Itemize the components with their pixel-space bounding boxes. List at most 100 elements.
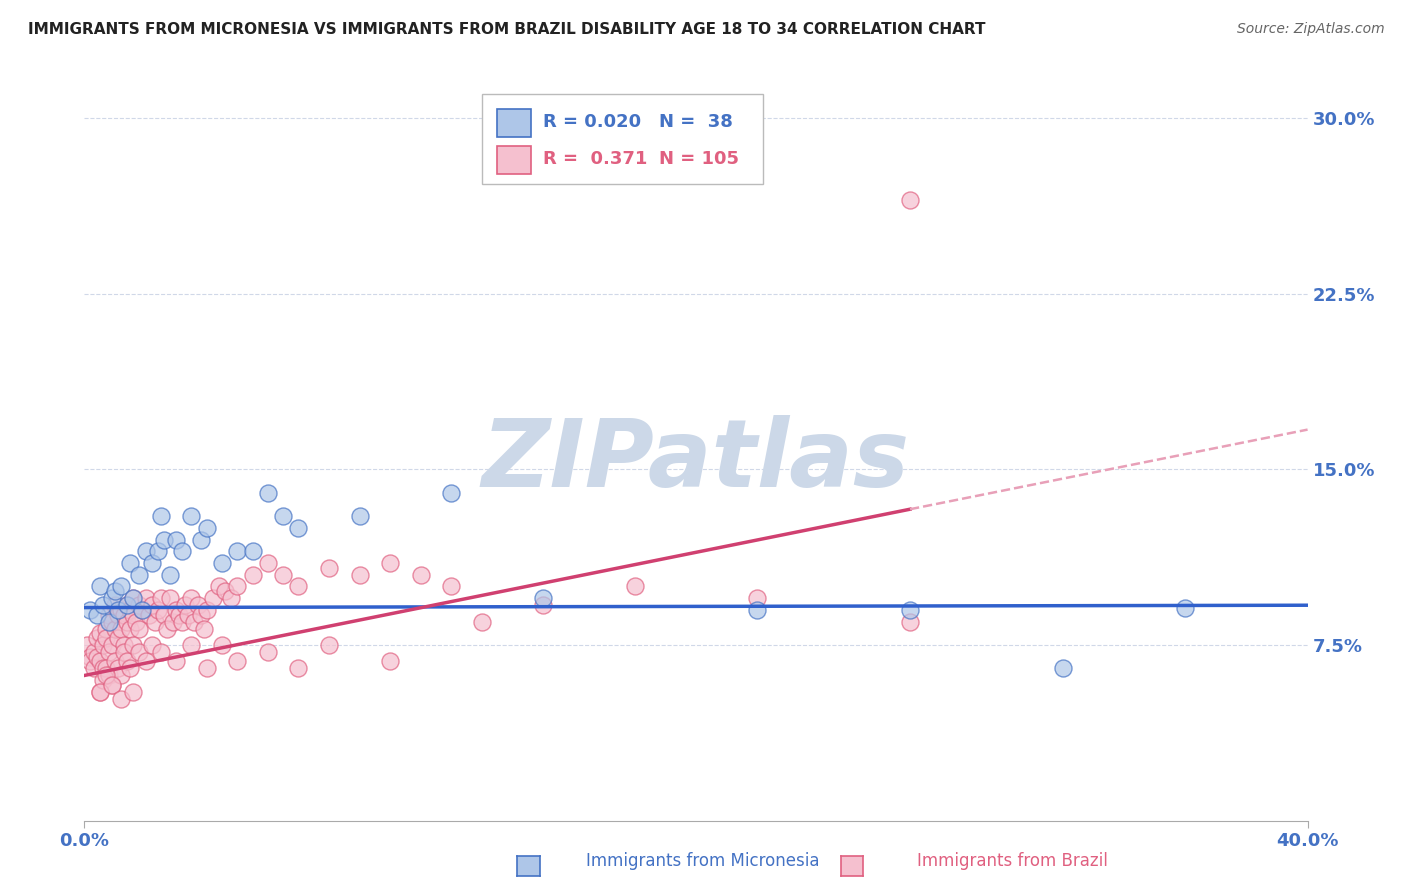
Point	[226, 655, 249, 669]
Point	[174, 599, 197, 613]
Point	[471, 615, 494, 629]
Point	[91, 673, 114, 688]
Point	[101, 638, 124, 652]
Point	[94, 631, 117, 645]
Point	[287, 580, 309, 594]
Point	[131, 603, 153, 617]
Point	[91, 661, 114, 675]
Point	[89, 685, 111, 699]
Point	[110, 668, 132, 682]
Point	[89, 685, 111, 699]
Point	[135, 544, 157, 558]
Point	[120, 556, 142, 570]
Point	[104, 599, 127, 613]
Point	[195, 661, 218, 675]
Point	[110, 580, 132, 594]
Point	[128, 645, 150, 659]
Point	[257, 485, 280, 500]
Point	[143, 615, 166, 629]
Point	[86, 631, 108, 645]
Point	[165, 533, 187, 547]
Point	[86, 649, 108, 664]
Point	[287, 661, 309, 675]
Point	[186, 599, 208, 613]
Point	[110, 692, 132, 706]
Point	[165, 655, 187, 669]
Point	[146, 603, 169, 617]
Point	[91, 599, 114, 613]
Point	[180, 638, 202, 652]
Point	[101, 678, 124, 692]
Point	[97, 615, 120, 629]
Point	[107, 603, 129, 617]
Point	[122, 591, 145, 606]
Point	[190, 533, 212, 547]
Point	[747, 603, 769, 617]
Point	[104, 622, 127, 636]
Point	[172, 615, 194, 629]
Point	[120, 661, 142, 675]
Point	[440, 485, 463, 500]
Point	[156, 622, 179, 636]
Point	[141, 556, 163, 570]
Point	[115, 599, 138, 613]
Point	[211, 638, 233, 652]
Point	[89, 655, 111, 669]
Point	[242, 544, 264, 558]
Point	[110, 603, 132, 617]
Point	[1052, 661, 1074, 675]
Point	[531, 599, 554, 613]
Text: Immigrants from Brazil: Immigrants from Brazil	[917, 852, 1108, 870]
Point	[122, 607, 145, 622]
Point	[135, 655, 157, 669]
Point	[165, 603, 187, 617]
Y-axis label: Disability Age 18 to 34: Disability Age 18 to 34	[0, 359, 7, 533]
Point	[107, 661, 129, 675]
Point	[208, 580, 231, 594]
Point	[257, 645, 280, 659]
Point	[153, 607, 176, 622]
Point	[195, 521, 218, 535]
Point	[380, 655, 402, 669]
Point	[120, 603, 142, 617]
Text: Source: ZipAtlas.com: Source: ZipAtlas.com	[1237, 22, 1385, 37]
Bar	[496, 109, 531, 137]
Point	[115, 599, 138, 613]
Point	[128, 567, 150, 582]
Point	[146, 544, 169, 558]
Point	[101, 615, 124, 629]
Point	[94, 661, 117, 675]
Point	[898, 615, 921, 629]
Point	[79, 603, 101, 617]
Point	[226, 544, 249, 558]
Point	[86, 607, 108, 622]
Point	[153, 533, 176, 547]
Point	[149, 509, 172, 524]
Point	[112, 638, 135, 652]
Point	[159, 567, 181, 582]
Point	[112, 607, 135, 622]
Point	[104, 584, 127, 599]
Point	[440, 580, 463, 594]
Point	[83, 645, 105, 659]
Point	[83, 661, 105, 675]
Point	[122, 685, 145, 699]
Point	[149, 591, 172, 606]
Point	[318, 561, 340, 575]
Point	[125, 615, 148, 629]
Point	[211, 556, 233, 570]
Point	[110, 622, 132, 636]
Point	[409, 567, 432, 582]
Point	[94, 668, 117, 682]
Point	[79, 649, 101, 664]
Point	[226, 580, 249, 594]
Point	[97, 668, 120, 682]
Point	[167, 607, 190, 622]
Point	[214, 584, 236, 599]
Point	[76, 638, 98, 652]
Point	[380, 556, 402, 570]
Point	[195, 603, 218, 617]
Point	[349, 567, 371, 582]
Point	[172, 544, 194, 558]
Point	[89, 580, 111, 594]
